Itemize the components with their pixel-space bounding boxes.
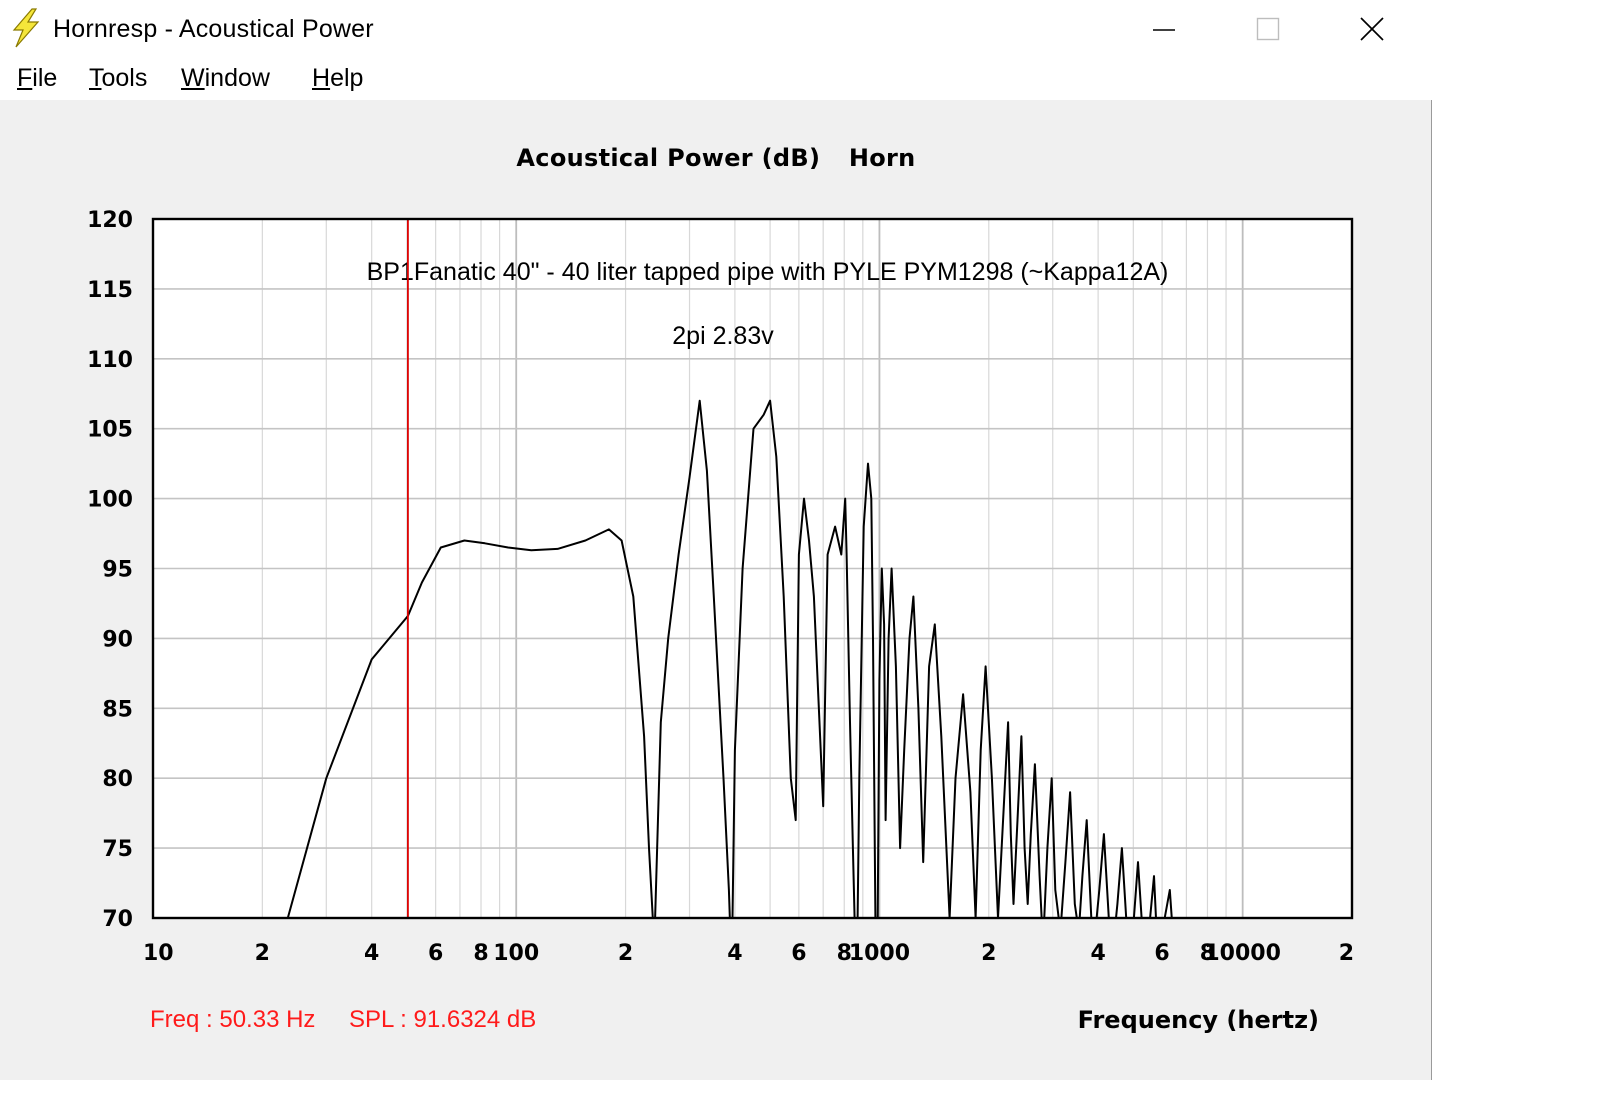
menu-help[interactable]: Help: [312, 64, 364, 92]
plot-border: [151, 217, 1354, 920]
x-tick-label: 6: [791, 941, 806, 966]
x-tick-label: 10: [143, 941, 174, 966]
menu-window[interactable]: Window: [181, 64, 270, 92]
x-tick-label: 6: [428, 941, 443, 966]
x-tick-label: 2: [618, 941, 633, 966]
app-window: Hornresp - Acoustical Power File Tools W…: [0, 0, 1432, 1080]
maximize-icon: [1256, 17, 1280, 41]
x-tick-label: 6: [1154, 941, 1169, 966]
menu-help-rest: elp: [330, 64, 364, 92]
y-tick-label: 75: [102, 837, 133, 862]
menu-file-rest: ile: [32, 64, 58, 92]
x-tick-label: 2: [255, 941, 270, 966]
y-tick-label: 95: [102, 558, 133, 583]
y-tick-label: 110: [87, 348, 133, 373]
menu-tools-rest: ools: [101, 64, 148, 92]
x-tick-label: 1000: [849, 941, 910, 966]
y-tick-label: 80: [102, 767, 133, 792]
x-tick-label: 8: [837, 941, 852, 966]
window-title: Hornresp - Acoustical Power: [53, 15, 374, 43]
y-tick-label: 70: [102, 907, 133, 932]
menu-file[interactable]: File: [17, 64, 58, 92]
minimize-button[interactable]: [1116, 0, 1212, 58]
menu-window-rest: indow: [204, 64, 270, 92]
close-icon: [1360, 17, 1384, 41]
y-tick-label: 90: [102, 627, 133, 652]
spl-curve: [286, 399, 1173, 918]
status-spl: SPL : 91.6324 dB: [349, 1006, 537, 1033]
title-bar[interactable]: Hornresp - Acoustical Power: [0, 0, 1432, 58]
close-button[interactable]: [1324, 0, 1420, 58]
chart-title-mode: Horn: [848, 144, 916, 172]
y-tick-label: 105: [87, 418, 133, 443]
y-tick-label: 100: [87, 488, 133, 513]
annotation-title: BP1Fanatic 40" - 40 liter tapped pipe wi…: [367, 258, 1169, 286]
x-tick-label: 4: [1090, 941, 1105, 966]
menu-tools[interactable]: Tools: [89, 64, 148, 92]
x-tick-label: 10000: [1204, 941, 1281, 966]
maximize-button[interactable]: [1220, 0, 1316, 58]
x-axis-label: Frequency (hertz): [1077, 1006, 1319, 1034]
y-tick-label: 120: [87, 208, 133, 233]
x-tick-label: 8: [1200, 941, 1215, 966]
lightning-bolt-icon: [12, 8, 40, 48]
y-tick-label: 115: [87, 278, 133, 303]
x-tick-label: 4: [727, 941, 742, 966]
annotation-conditions: 2pi 2.83v: [672, 322, 774, 350]
x-tick-label: 2: [1339, 941, 1354, 966]
status-frequency: Freq : 50.33 Hz: [150, 1006, 316, 1033]
y-tick-label: 85: [102, 697, 133, 722]
menu-bar: File Tools Window Help: [0, 58, 1432, 100]
x-tick-label: 4: [364, 941, 379, 966]
chart-title-main: Acoustical Power (dB): [516, 144, 821, 172]
x-tick-label: 100: [493, 941, 539, 966]
chart-title: Acoustical Power (dB) Horn: [0, 144, 1432, 172]
x-tick-label: 8: [473, 941, 488, 966]
x-tick-label: 2: [981, 941, 996, 966]
minimize-icon: [1153, 29, 1175, 31]
